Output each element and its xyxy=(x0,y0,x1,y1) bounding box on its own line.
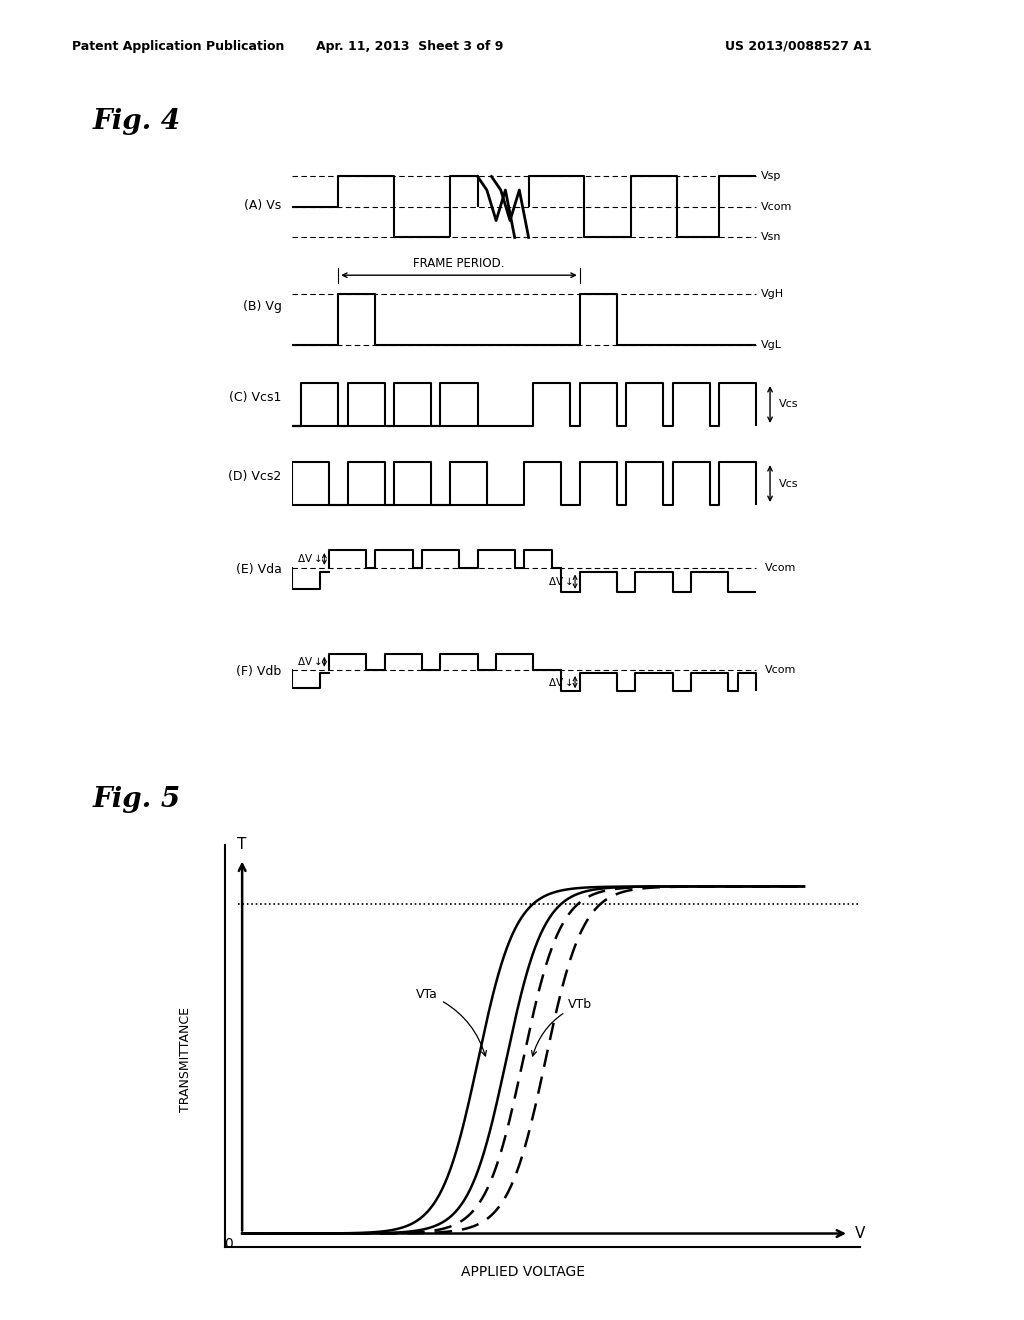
Text: Vcom: Vcom xyxy=(765,665,797,675)
Text: (E) Vda: (E) Vda xyxy=(236,564,282,577)
Text: Vsn: Vsn xyxy=(761,232,781,243)
Text: VTb: VTb xyxy=(531,998,592,1056)
Text: US 2013/0088527 A1: US 2013/0088527 A1 xyxy=(725,40,872,53)
Text: Patent Application Publication: Patent Application Publication xyxy=(72,40,284,53)
Text: $\Delta$V$\downarrow$: $\Delta$V$\downarrow$ xyxy=(297,553,322,565)
Text: Fig. 4: Fig. 4 xyxy=(92,108,180,135)
Text: VTa: VTa xyxy=(417,987,486,1056)
Text: 0: 0 xyxy=(223,1237,232,1251)
Text: (C) Vcs1: (C) Vcs1 xyxy=(229,391,282,404)
Text: Vcs: Vcs xyxy=(779,400,799,409)
Text: (A) Vs: (A) Vs xyxy=(245,199,282,211)
Text: Fig. 5: Fig. 5 xyxy=(92,787,180,813)
Text: (B) Vg: (B) Vg xyxy=(243,301,282,313)
Text: (D) Vcs2: (D) Vcs2 xyxy=(228,470,282,483)
Text: APPLIED VOLTAGE: APPLIED VOLTAGE xyxy=(461,1265,585,1279)
Text: Apr. 11, 2013  Sheet 3 of 9: Apr. 11, 2013 Sheet 3 of 9 xyxy=(316,40,503,53)
Text: V: V xyxy=(855,1226,865,1241)
Text: $\Delta$V$\downarrow$: $\Delta$V$\downarrow$ xyxy=(297,656,322,668)
Text: Vsp: Vsp xyxy=(761,172,781,181)
Text: FRAME PERIOD.: FRAME PERIOD. xyxy=(414,257,505,271)
Text: VgH: VgH xyxy=(761,289,784,300)
Text: TRANSMITTANCE: TRANSMITTANCE xyxy=(179,1007,193,1113)
Text: $\Delta$V$\downarrow$: $\Delta$V$\downarrow$ xyxy=(548,576,572,587)
Text: T: T xyxy=(238,837,247,851)
Text: Vcs: Vcs xyxy=(779,479,799,488)
Text: Vcom: Vcom xyxy=(761,202,793,213)
Text: VgL: VgL xyxy=(761,341,781,350)
Text: $\Delta$V$\downarrow$: $\Delta$V$\downarrow$ xyxy=(548,677,572,688)
Text: (F) Vdb: (F) Vdb xyxy=(237,665,282,678)
Text: Vcom: Vcom xyxy=(765,562,797,573)
